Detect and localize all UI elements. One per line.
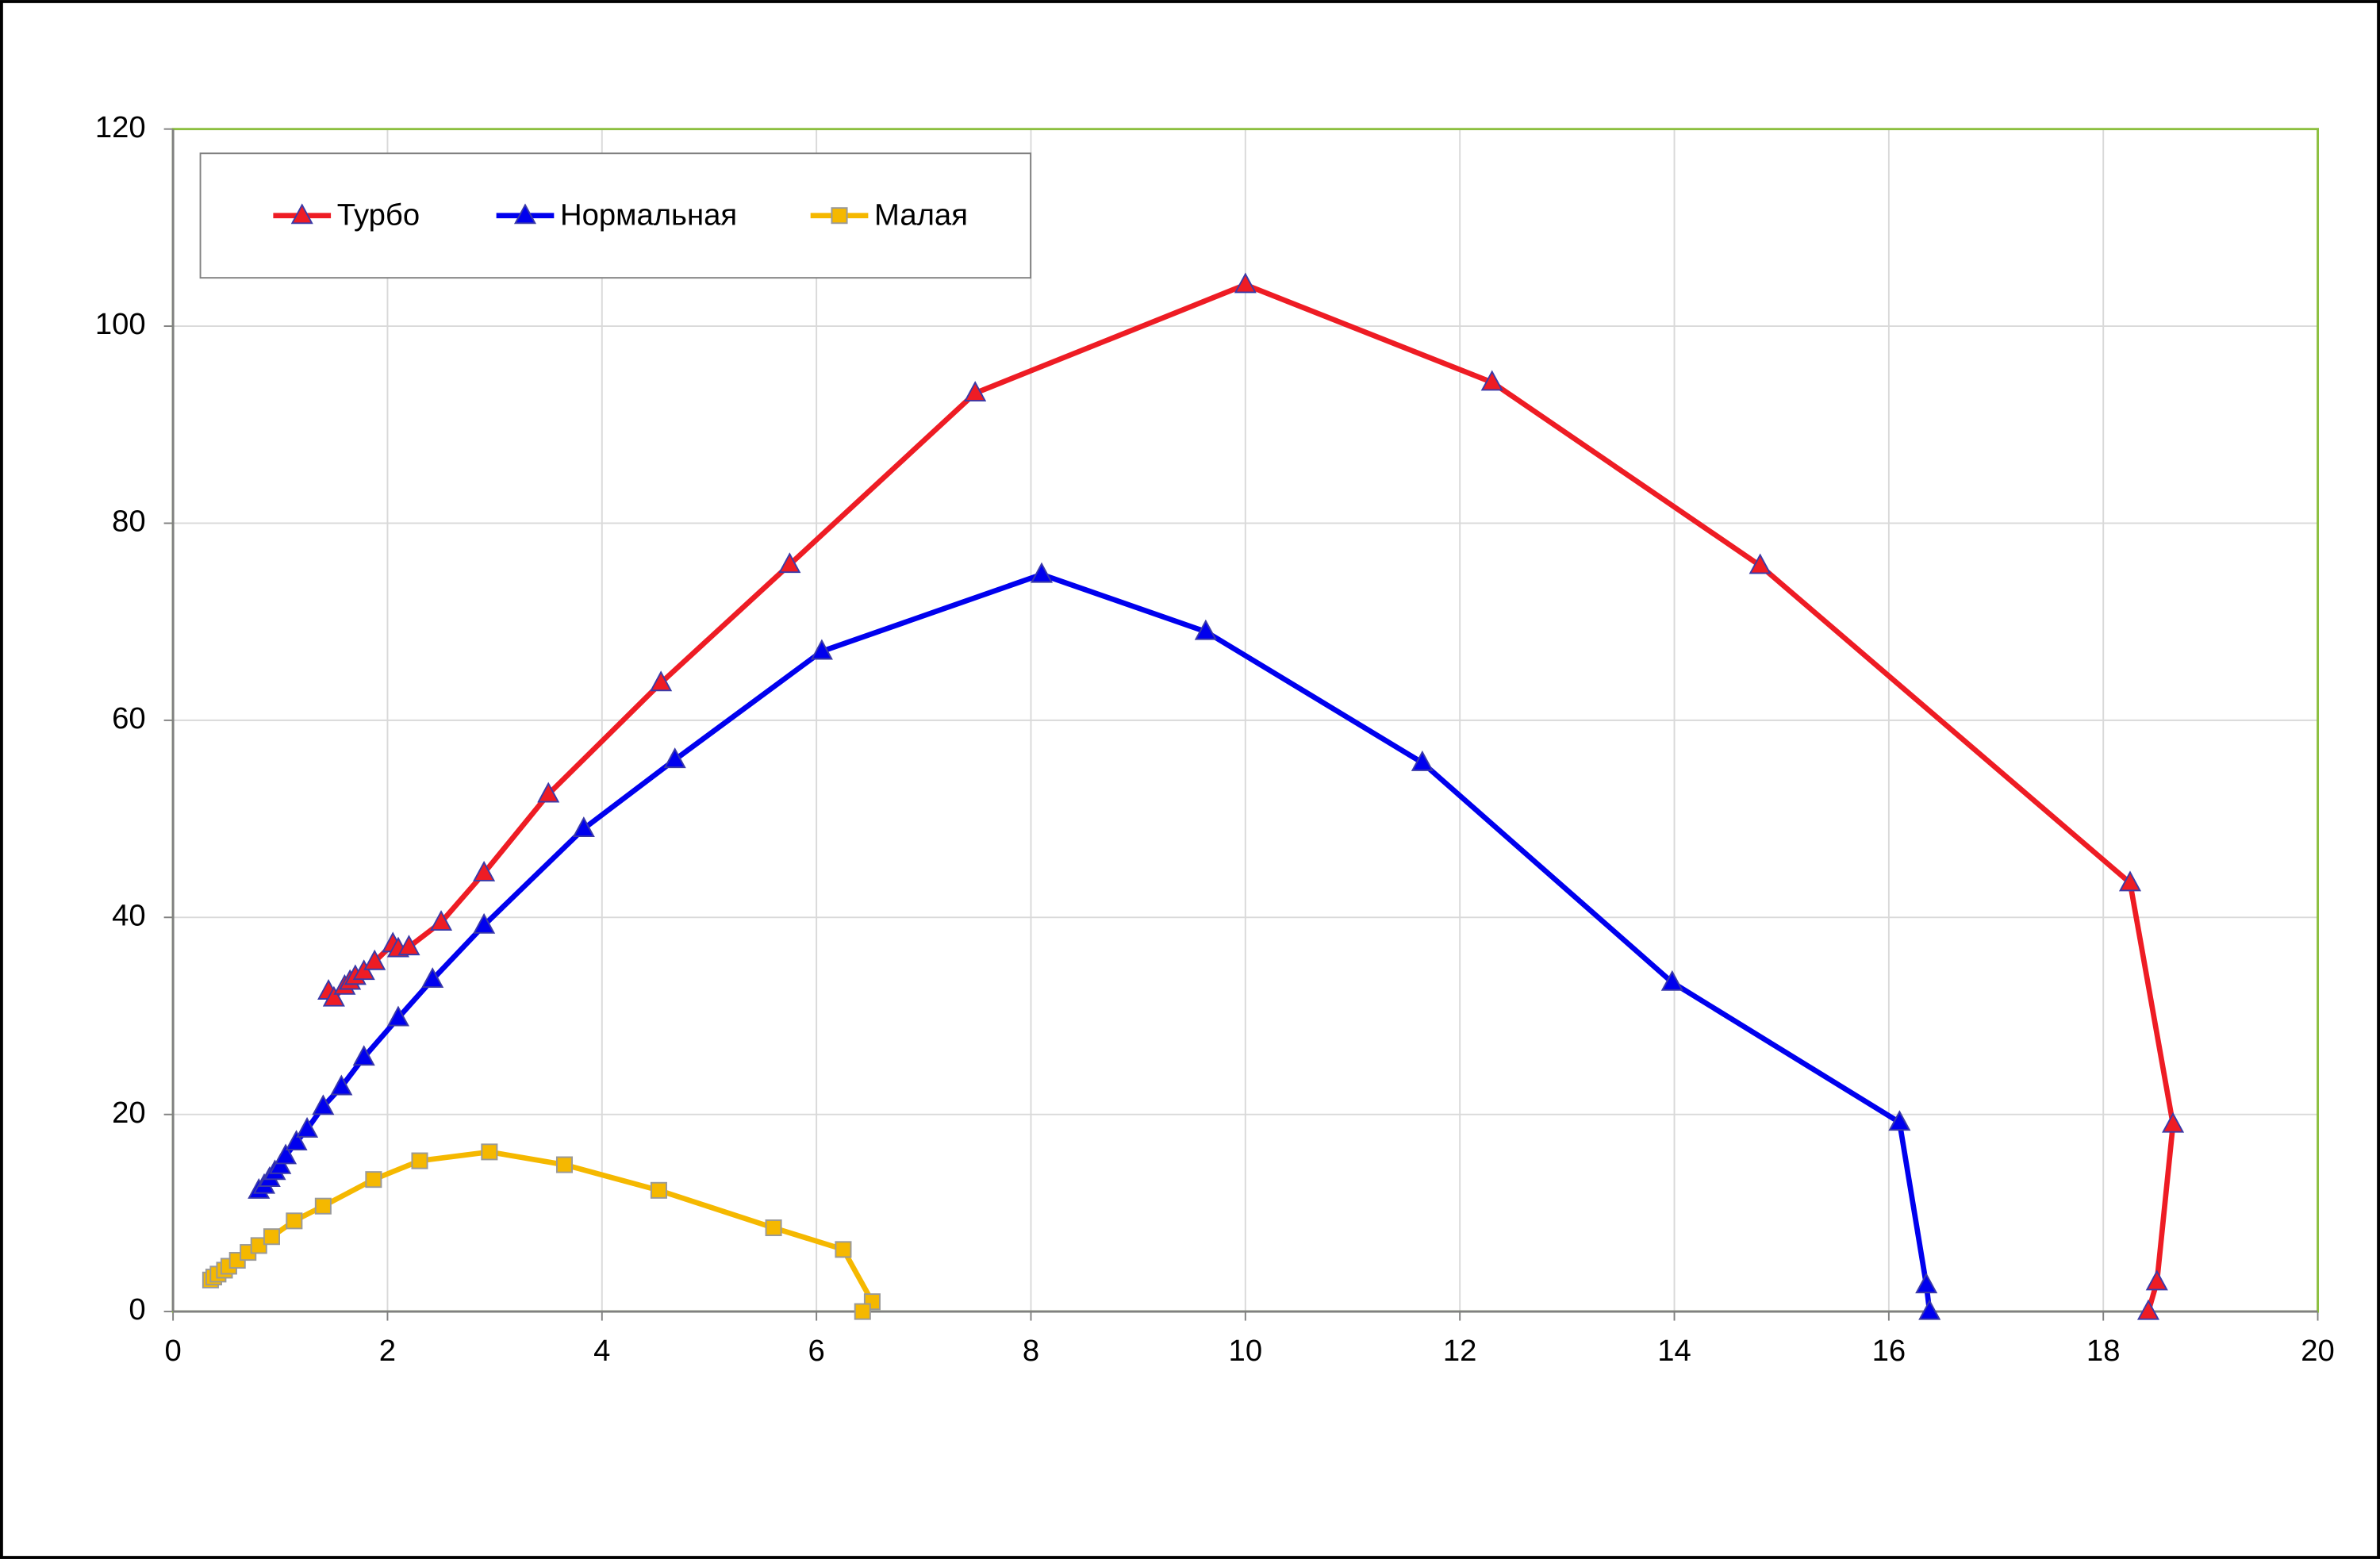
y-tick-label: 100: [95, 307, 146, 341]
y-tick-label: 60: [112, 701, 146, 735]
marker: [1234, 272, 1257, 294]
marker: [1030, 562, 1054, 583]
marker: [2136, 1299, 2160, 1320]
marker: [322, 985, 345, 1007]
marker: [537, 781, 560, 803]
marker: [473, 860, 496, 881]
x-tick-label: 0: [164, 1334, 181, 1368]
marker: [1888, 1110, 1911, 1131]
x-tick-label: 16: [1872, 1334, 1906, 1368]
x-tick-label: 2: [379, 1334, 396, 1368]
marker: [2118, 870, 2142, 892]
x-tick-label: 14: [1657, 1334, 1691, 1368]
x-tick-label: 12: [1443, 1334, 1477, 1368]
x-tick-label: 18: [2086, 1334, 2121, 1368]
marker: [778, 552, 801, 574]
x-tick-label: 8: [1023, 1334, 1039, 1368]
marker: [365, 1171, 382, 1188]
marker: [314, 1197, 332, 1215]
legend-label: Малая: [874, 198, 968, 232]
marker: [411, 1152, 428, 1169]
marker: [330, 1074, 353, 1096]
marker: [854, 1303, 871, 1320]
marker: [481, 1143, 498, 1161]
marker: [473, 912, 496, 934]
marker: [650, 670, 673, 692]
marker: [2162, 1112, 2185, 1133]
marker: [430, 910, 453, 931]
marker: [285, 1130, 308, 1150]
marker: [312, 1094, 335, 1115]
marker: [2145, 1269, 2168, 1291]
marker: [765, 1219, 782, 1237]
marker: [421, 967, 444, 989]
marker: [1918, 1299, 1941, 1320]
x-tick-label: 10: [1229, 1334, 1263, 1368]
marker: [1915, 1273, 1938, 1294]
marker: [1749, 553, 1772, 574]
y-tick-label: 40: [112, 898, 146, 932]
marker: [810, 639, 833, 660]
marker: [964, 381, 987, 402]
marker: [250, 1237, 267, 1254]
marker: [286, 1212, 303, 1230]
marker: [352, 1045, 375, 1066]
marker: [1660, 970, 1683, 991]
marker: [397, 935, 420, 956]
legend-marker: [831, 207, 848, 225]
marker: [663, 747, 686, 769]
legend-label: Нормальная: [560, 198, 737, 232]
marker: [555, 1156, 574, 1173]
x-tick-label: 6: [808, 1334, 825, 1368]
marker: [1480, 370, 1503, 391]
y-tick-label: 0: [129, 1292, 145, 1327]
marker: [1194, 619, 1217, 640]
legend-box: [199, 152, 1032, 279]
y-tick-label: 20: [112, 1096, 146, 1130]
y-tick-label: 80: [112, 505, 146, 539]
x-tick-label: 4: [593, 1334, 610, 1368]
legend-label: Турбо: [337, 198, 420, 232]
marker: [263, 1228, 280, 1246]
x-tick-label: 20: [2301, 1334, 2335, 1368]
marker: [650, 1181, 667, 1199]
legend-marker: [290, 203, 313, 225]
marker: [274, 1143, 298, 1165]
marker: [363, 949, 386, 970]
legend-marker: [513, 203, 537, 225]
y-tick-label: 120: [95, 110, 146, 144]
marker: [1411, 750, 1434, 771]
marker: [835, 1241, 852, 1258]
marker: [296, 1116, 319, 1138]
marker: [386, 1005, 410, 1027]
marker: [572, 816, 595, 838]
